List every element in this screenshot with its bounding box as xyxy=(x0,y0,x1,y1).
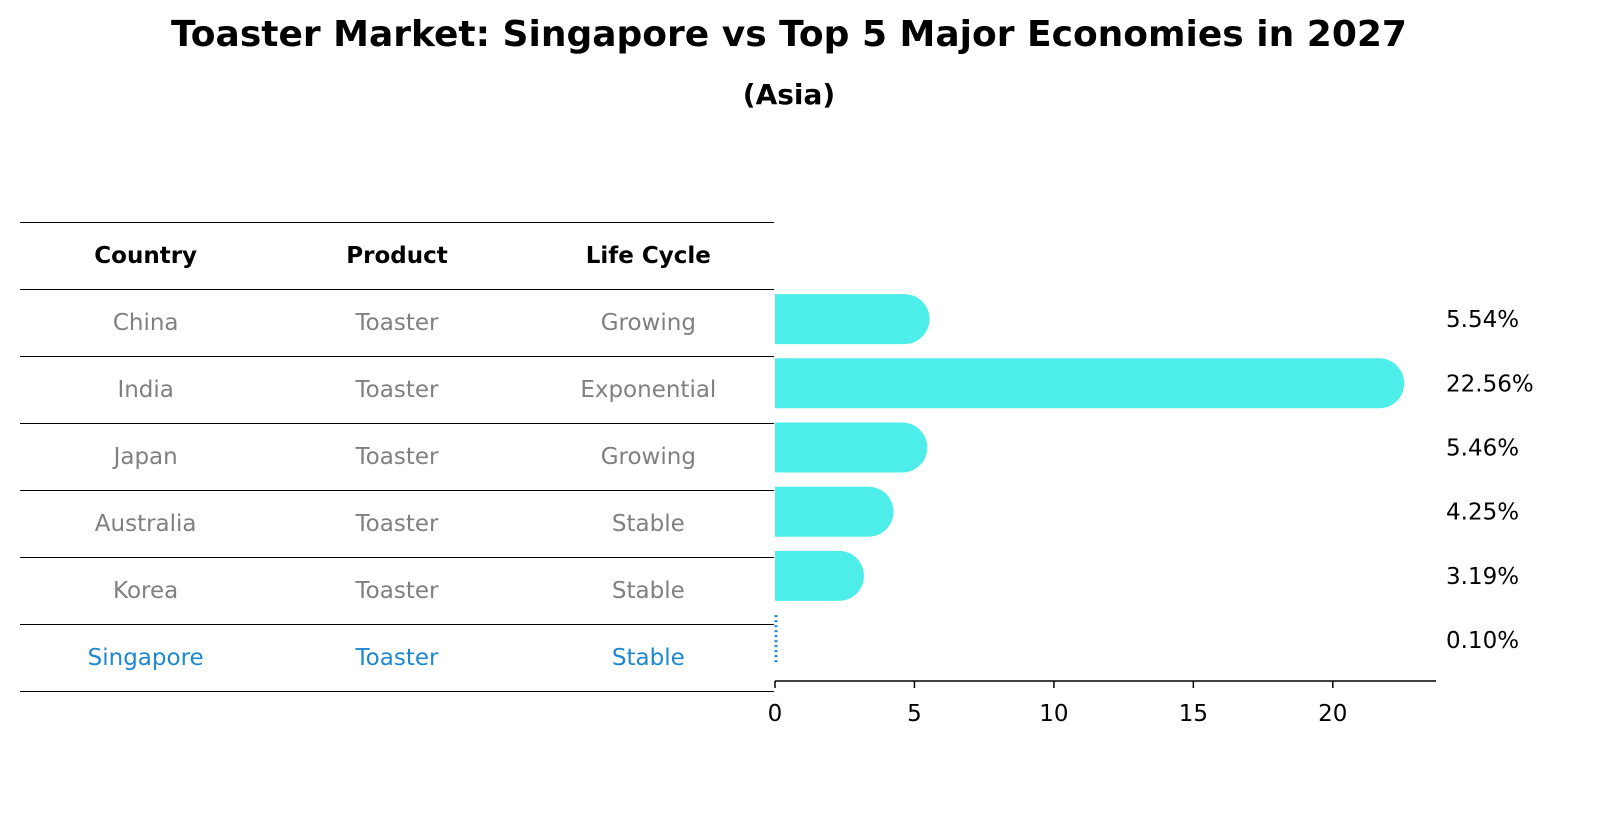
cell-country: China xyxy=(112,310,179,336)
value-label: 4.25% xyxy=(1446,500,1519,526)
cell-life-cycle: Growing xyxy=(600,444,696,470)
header-product: Product xyxy=(346,243,448,269)
cell-country: Australia xyxy=(94,511,197,537)
data-table: Country Product Life Cycle China Toaster… xyxy=(20,222,774,692)
cell-country: India xyxy=(117,377,174,403)
cell-product: Toaster xyxy=(355,511,439,537)
cell-product: Toaster xyxy=(355,444,439,470)
bar-japan xyxy=(775,422,928,473)
value-label: 5.54% xyxy=(1446,307,1519,333)
table-header-row: Country Product Life Cycle xyxy=(20,222,774,289)
table-row: China Toaster Growing xyxy=(20,289,774,356)
x-tick-label: 10 xyxy=(1039,701,1068,727)
chart-subtitle: (Asia) xyxy=(742,78,836,111)
x-tick-label: 20 xyxy=(1318,701,1347,727)
x-tick-label: 15 xyxy=(1179,701,1208,727)
table-row: Korea Toaster Stable xyxy=(20,557,774,624)
cell-life-cycle: Stable xyxy=(611,645,685,671)
bar-korea xyxy=(775,550,864,601)
bar-china xyxy=(775,294,930,345)
cell-country: Singapore xyxy=(87,645,204,671)
header-country: Country xyxy=(94,243,198,269)
value-label: 22.56% xyxy=(1446,371,1534,397)
cell-life-cycle: Stable xyxy=(611,511,685,537)
cell-life-cycle: Stable xyxy=(611,578,685,604)
cell-product: Toaster xyxy=(355,377,439,403)
table-row-highlight: Singapore Toaster Stable xyxy=(20,624,774,692)
value-label: 3.19% xyxy=(1446,564,1519,590)
value-label: 0.10% xyxy=(1446,628,1519,654)
cell-country: Korea xyxy=(113,578,179,604)
cell-country: Japan xyxy=(113,444,178,470)
bar-india xyxy=(775,358,1405,409)
chart-title: Toaster Market: Singapore vs Top 5 Major… xyxy=(171,14,1407,55)
bar-australia xyxy=(775,486,894,537)
cell-life-cycle: Growing xyxy=(600,310,696,336)
cell-life-cycle: Exponential xyxy=(580,377,717,403)
cell-product: Toaster xyxy=(355,645,439,671)
value-label: 5.46% xyxy=(1446,436,1519,462)
cell-product: Toaster xyxy=(355,578,439,604)
x-tick-label: 5 xyxy=(907,701,922,727)
header-life-cycle: Life Cycle xyxy=(585,243,711,269)
x-tick-label: 0 xyxy=(768,701,783,727)
cell-product: Toaster xyxy=(355,310,439,336)
table-row: India Toaster Exponential xyxy=(20,356,774,423)
table-row: Japan Toaster Growing xyxy=(20,423,774,490)
table-row: Australia Toaster Stable xyxy=(20,490,774,557)
